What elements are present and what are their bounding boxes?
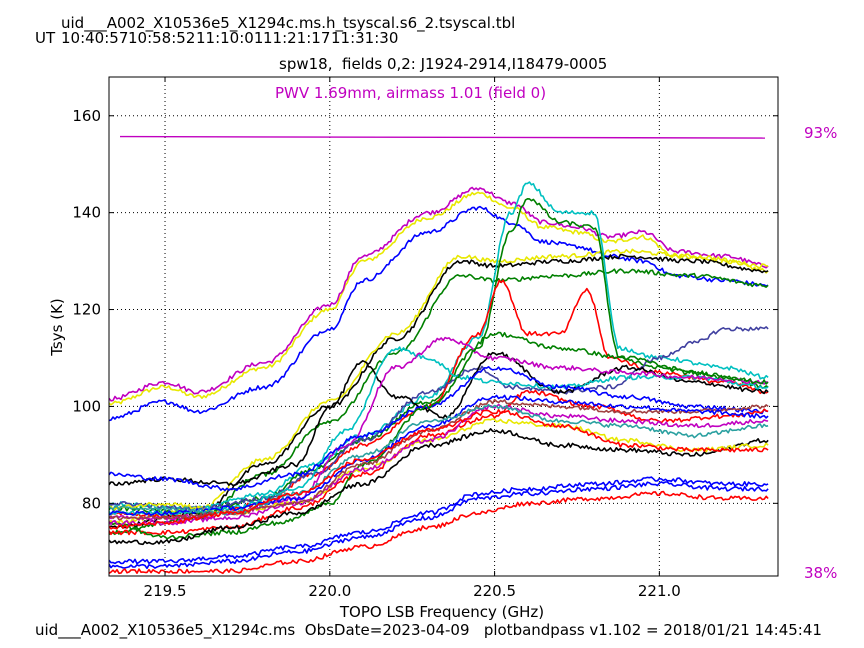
series-line-25 bbox=[109, 481, 769, 570]
series-line-22 bbox=[109, 403, 769, 516]
series-line-14 bbox=[109, 365, 769, 492]
series-line-17 bbox=[109, 427, 769, 546]
ut-time-3: 11:10:01 bbox=[196, 29, 264, 47]
chart-title: spw18, fields 0,2: J1924-2914,I18479-000… bbox=[279, 55, 608, 73]
x-tick-label: 220.0 bbox=[308, 582, 351, 600]
x-tick-label: 220.5 bbox=[473, 582, 516, 600]
y-tick-label: 100 bbox=[72, 397, 101, 415]
series-line-3 bbox=[109, 205, 769, 422]
footer-caption: uid___A002_X10536e5_X1294c.ms ObsDate=20… bbox=[35, 621, 822, 639]
y-tick-label: 140 bbox=[72, 204, 101, 222]
series-line-19 bbox=[109, 403, 769, 526]
series-line-23 bbox=[109, 408, 769, 530]
atm-bottom-percent-label: 38% bbox=[804, 564, 837, 582]
atm-top-percent-label: 93% bbox=[804, 124, 837, 142]
y-tick-label: 80 bbox=[82, 494, 101, 512]
x-tick-label: 219.5 bbox=[144, 582, 187, 600]
pwv-annotation: PWV 1.69mm, airmass 1.01 (field 0) bbox=[275, 84, 546, 102]
series-line-16 bbox=[109, 331, 769, 540]
series-line-21 bbox=[109, 394, 769, 517]
x-axis-label: TOPO LSB Frequency (GHz) bbox=[339, 603, 544, 621]
ut-time-5: 11:31:30 bbox=[331, 29, 399, 47]
x-tick-label: 221.0 bbox=[638, 582, 681, 600]
plot-frame bbox=[108, 76, 779, 577]
series-line-2 bbox=[109, 186, 769, 402]
series-line-10 bbox=[109, 326, 769, 512]
y-tick-label: 120 bbox=[72, 301, 101, 319]
series-line-4 bbox=[109, 253, 769, 529]
series-line-24 bbox=[109, 476, 769, 565]
ut-time-4: 11:21:17 bbox=[263, 29, 331, 47]
file-title: uid___A002_X10536e5_X1294c.ms.h_tsyscal.… bbox=[61, 14, 516, 32]
y-tick-label: 160 bbox=[72, 107, 101, 125]
series-line-26 bbox=[109, 490, 769, 575]
ut-time-1: 10:40:57 bbox=[61, 29, 129, 47]
series-line-1 bbox=[109, 191, 769, 406]
y-axis-label: Tsys (K) bbox=[48, 298, 66, 357]
ut-time-2: 10:58:52 bbox=[128, 29, 196, 47]
atm-transmission-line bbox=[119, 135, 766, 139]
ut-label: UT bbox=[35, 29, 56, 47]
series-line-5 bbox=[109, 248, 769, 525]
